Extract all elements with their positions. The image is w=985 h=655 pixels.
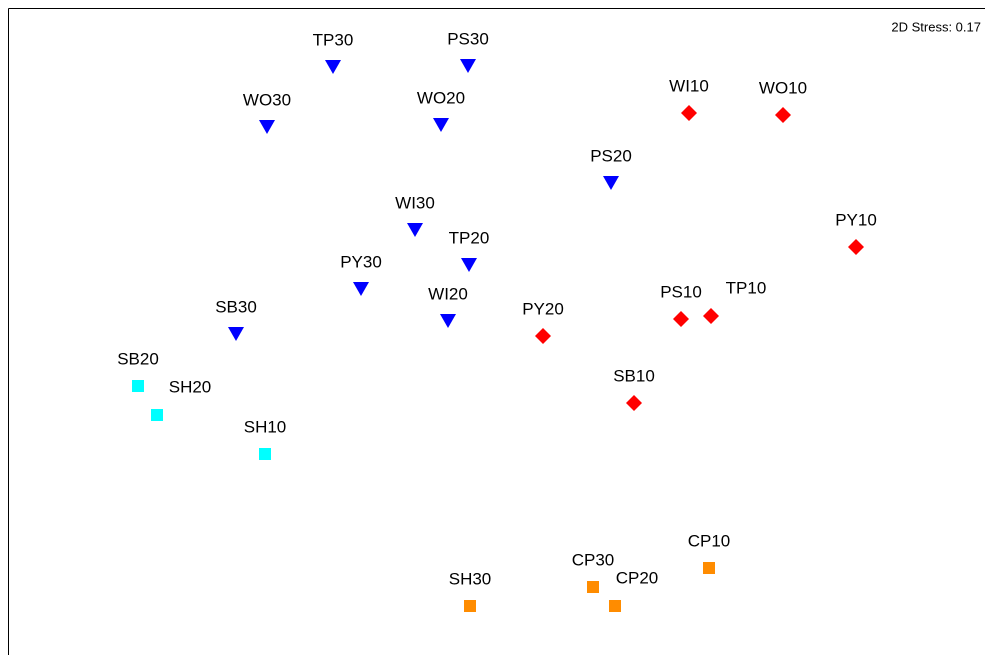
point-label: TP30	[313, 30, 354, 49]
point	[681, 105, 697, 121]
point-label: TP20	[449, 228, 490, 247]
point-label: WO10	[759, 78, 807, 97]
point-label: PS30	[447, 29, 489, 48]
point	[325, 60, 341, 74]
point	[440, 314, 456, 328]
stress-annotation: 2D Stress: 0.17	[891, 19, 981, 34]
point	[848, 239, 864, 255]
point-label: WI20	[428, 284, 468, 303]
point	[626, 395, 642, 411]
point	[151, 409, 163, 421]
point	[259, 120, 275, 134]
point-label: SH10	[244, 417, 287, 436]
point	[703, 562, 715, 574]
point-label: SB20	[117, 349, 159, 368]
point-label: SB10	[613, 366, 655, 385]
point-label: WI30	[395, 193, 435, 212]
point	[673, 311, 689, 327]
point	[461, 258, 477, 272]
point-label: TP10	[726, 278, 767, 297]
point-label: SH20	[169, 377, 212, 396]
point-label: SH30	[449, 569, 492, 588]
point	[353, 282, 369, 296]
point-label: PS20	[590, 146, 632, 165]
point-label: WO30	[243, 90, 291, 109]
point	[259, 448, 271, 460]
point-label: PY30	[340, 252, 382, 271]
point	[775, 107, 791, 123]
point-label: CP10	[688, 531, 731, 550]
point-label: CP20	[616, 568, 659, 587]
point	[535, 328, 551, 344]
point	[407, 223, 423, 237]
point-label: PY20	[522, 299, 564, 318]
point-label: PS10	[660, 282, 702, 301]
point	[132, 380, 144, 392]
point-label: CP30	[572, 550, 615, 569]
point	[460, 59, 476, 73]
point	[603, 176, 619, 190]
point-label: WO20	[417, 88, 465, 107]
point	[433, 118, 449, 132]
point	[587, 581, 599, 593]
point	[609, 600, 621, 612]
point	[228, 327, 244, 341]
point	[464, 600, 476, 612]
point	[703, 308, 719, 324]
point-label: WI10	[669, 76, 709, 95]
point-label: SB30	[215, 297, 257, 316]
point-label: PY10	[835, 210, 877, 229]
